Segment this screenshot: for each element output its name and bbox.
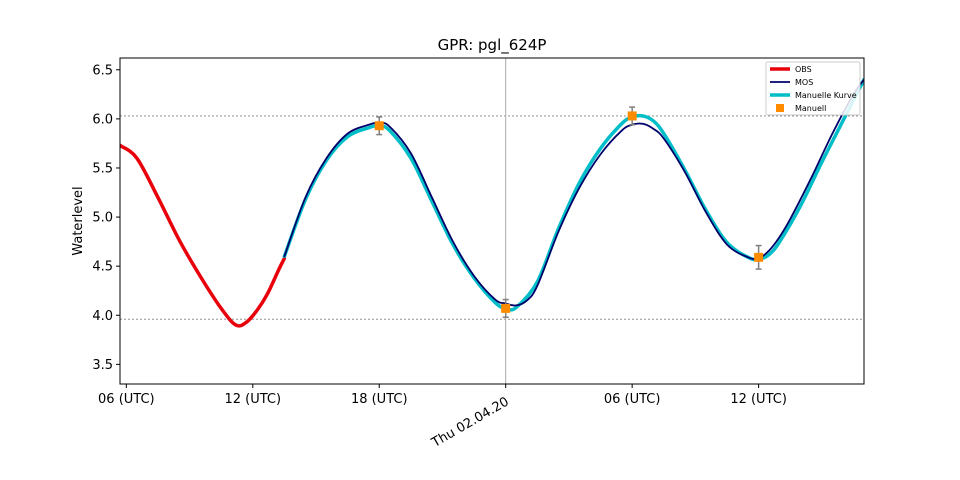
legend-label-3: Manuell [795, 104, 826, 113]
series-line-manuelle-kurve [282, 77, 864, 312]
y-axis-label: Waterlevel [71, 186, 86, 255]
legend-label-0: OBS [795, 65, 812, 74]
legend: OBS MOS Manuelle Kurve Manuell [765, 61, 861, 116]
manual-point-0 [374, 121, 384, 131]
y-axis: 3.5 4.0 4.5 5.0 5.5 6.0 6.5 [92, 63, 120, 373]
x-tick-label-4: 06 (UTC) [604, 392, 661, 407]
y-tick-label-1: 4.0 [92, 309, 113, 324]
series-line-mos [283, 78, 864, 307]
x-tick-label-1: 12 (UTC) [224, 392, 281, 407]
manual-point-3 [754, 252, 764, 262]
legend-label-2: Manuelle Kurve [795, 91, 857, 100]
x-axis: 06 (UTC) 12 (UTC) 18 (UTC) Thu 02.04.20 06 (… [98, 384, 787, 451]
y-tick-label-0: 3.5 [92, 358, 113, 373]
series-layer [120, 77, 864, 328]
y-tick-label-3: 5.0 [92, 211, 113, 226]
y-tick-label-6: 6.5 [92, 63, 113, 78]
manual-point-1 [501, 303, 511, 313]
legend-label-1: MOS [795, 78, 813, 87]
y-tick-label-2: 4.5 [92, 260, 113, 275]
legend-swatch-3 [776, 104, 784, 112]
grid-layer [120, 58, 864, 384]
series-line-obs [120, 143, 287, 328]
x-tick-label-3: Thu 02.04.20 [428, 394, 511, 451]
legend-box [765, 61, 861, 116]
manual-point-2 [627, 111, 637, 121]
x-tick-label-0: 06 (UTC) [98, 392, 155, 407]
y-tick-label-4: 5.5 [92, 161, 113, 176]
plot-frame [119, 57, 865, 385]
chart-title: GPR: pgl_624P [438, 36, 547, 55]
y-tick-label-5: 6.0 [92, 112, 113, 127]
x-tick-label-2: 18 (UTC) [351, 392, 408, 407]
x-tick-label-5: 12 (UTC) [730, 392, 787, 407]
manual-points-layer [374, 106, 764, 318]
